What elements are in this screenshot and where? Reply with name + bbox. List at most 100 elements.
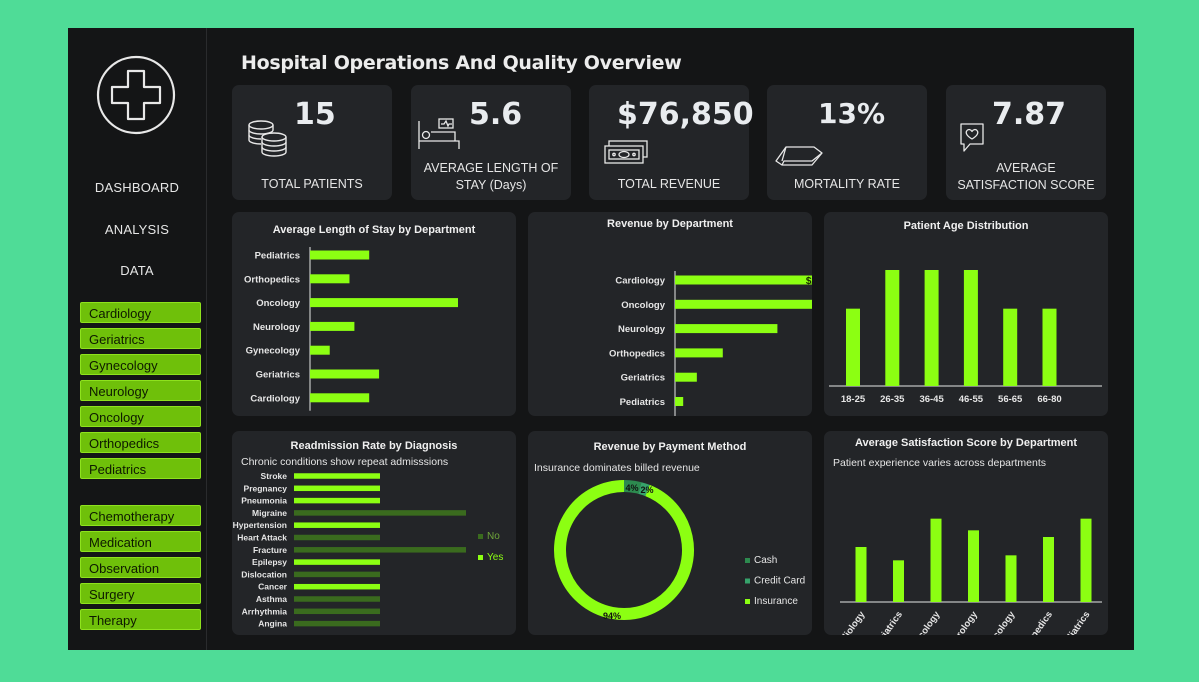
tick-label-26-35: 26-35 — [880, 394, 905, 405]
data-label-insurance: 94% — [603, 611, 621, 621]
legend-label-cash: Cash — [754, 555, 777, 566]
kpi-value: $76,850 — [617, 97, 754, 132]
tick-label-pediatrics: Pediatrics — [1057, 609, 1092, 635]
nav-dashboard[interactable]: DASHBOARD — [94, 180, 180, 195]
bar-yes-epilepsy — [294, 559, 380, 565]
chart-title: Average Length of Stay by Department — [272, 224, 476, 236]
medical-cross-icon — [96, 55, 176, 135]
tick-label-56-65: 56-65 — [998, 394, 1023, 405]
filter-pediatrics[interactable]: Pediatrics — [80, 458, 201, 479]
bar-geriatrics — [310, 369, 380, 379]
filter-medication[interactable]: Medication — [80, 531, 201, 552]
kpi-label: MORTALITY RATE — [793, 177, 901, 191]
panel-revenue-by-department: Revenue by Department Cardiology $27,100 O… — [528, 212, 812, 416]
legend-label-insurance: Insurance — [754, 596, 798, 607]
tick-label-angina: Angina — [258, 619, 287, 629]
tick-label-gynecology: Gynecology — [246, 346, 301, 357]
bar-pediatrics — [675, 397, 684, 406]
bar-no-arrhythmia — [294, 608, 380, 615]
kpi-value: 7.87 — [992, 97, 1067, 132]
bar-18-25 — [846, 308, 860, 386]
tick-label-pregnancy: Pregnancy — [244, 483, 288, 493]
bar-cardiology — [310, 393, 370, 403]
filter-gynecology[interactable]: Gynecology — [80, 354, 201, 375]
bar-66-80 — [1042, 308, 1057, 386]
bar-oncology — [310, 298, 458, 308]
coffin-icon — [775, 146, 823, 166]
tick-label-fracture: Fracture — [253, 545, 287, 555]
tick-label-dislocation: Dislocation — [241, 569, 287, 579]
tick-label-asthma: Asthma — [256, 594, 287, 604]
panel-satisfaction: Average Satisfaction Score by Department… — [824, 431, 1108, 635]
tick-label-pneumonia: Pneumonia — [241, 496, 287, 506]
chart-title: Revenue by Department — [607, 218, 733, 230]
cash-icon — [604, 140, 648, 164]
chart-title: Readmission Rate by Diagnosis — [290, 440, 458, 452]
kpi-value: 15 — [294, 97, 336, 132]
tick-label-orthopedics: Orthopedics — [1014, 609, 1055, 635]
panel-age-distribution: Patient Age Distribution 18-25 26-35 36-45… — [824, 212, 1108, 416]
kpi-total-patients: 15 TOTAL PATIENTS — [232, 85, 392, 200]
bar-36-45 — [924, 270, 939, 386]
tick-label-neurology: Neurology — [253, 322, 301, 333]
chart-title: Revenue by Payment Method — [593, 441, 747, 453]
tick-label-orthopedics: Orthopedics — [609, 348, 665, 359]
kpi-label: TOTAL PATIENTS — [261, 177, 363, 191]
filter-oncology[interactable]: Oncology — [80, 406, 201, 427]
legend-label-no: No — [487, 531, 500, 542]
legend-label-credit-card: Credit Card — [754, 576, 805, 587]
heart-message-icon — [960, 123, 984, 152]
tick-label-neurology: Neurology — [618, 324, 666, 335]
readmission-chart: Stroke Pregnancy Pneumonia Migraine Hyperten… — [233, 471, 504, 629]
los-chart: Pediatrics Orthopedics Oncology Neurology Gy… — [244, 247, 458, 411]
legend-swatch-cash — [745, 558, 750, 563]
bar-yes-pregnancy — [294, 485, 380, 492]
nav-data[interactable]: DATA — [120, 263, 154, 278]
bar-geriatrics — [893, 560, 904, 602]
kpi-label: AVERAGE SATISFACTION SCORE — [957, 161, 1095, 192]
legend-swatch-yes — [478, 555, 483, 560]
bar-no-heart-attack — [294, 534, 380, 541]
filter-neurology[interactable]: Neurology — [80, 380, 201, 401]
legend-swatch-credit-card — [745, 578, 750, 584]
bar-orthopedics — [310, 274, 350, 284]
tick-label-heart-attack: Heart Attack — [237, 533, 287, 543]
bar-no-migraine — [294, 510, 466, 516]
data-label-cardiology: $27,100 — [806, 276, 812, 287]
data-label-cash: 4% — [625, 483, 638, 493]
tick-label-cancer: Cancer — [258, 582, 288, 592]
bar-yes-stroke — [294, 473, 380, 479]
bar-neurology — [968, 530, 979, 602]
bar-orthopedics — [675, 348, 723, 358]
bar-cardiology — [675, 275, 812, 285]
kpi-label: AVERAGE LENGTH OF STAY (Days) — [423, 161, 559, 192]
nav-analysis[interactable]: ANALYSIS — [104, 222, 170, 237]
legend-swatch-no — [478, 534, 483, 539]
tick-label-orthopedics: Orthopedics — [244, 274, 300, 285]
tick-label-geriatrics: Geriatrics — [870, 609, 904, 635]
tick-label-neurology: Neurology — [944, 609, 980, 635]
filter-surgery[interactable]: Surgery — [80, 583, 201, 604]
kpi-avg-length-of-stay: 5.6 AVERAGE LENGTH OF STAY (Days) — [411, 85, 571, 200]
kpi-mortality-rate: 13% MORTALITY RATE — [767, 85, 927, 200]
bar-cardiology — [855, 547, 867, 602]
kpi-value: 13% — [818, 97, 886, 130]
filter-orthopedics[interactable]: Orthopedics — [80, 432, 201, 453]
filter-chemotherapy[interactable]: Chemotherapy — [80, 505, 201, 526]
bar-no-angina — [294, 620, 380, 627]
panel-length-of-stay: Average Length of Stay by Department Ped… — [232, 212, 516, 416]
panel-readmission: Readmission Rate by Diagnosis Chronic co… — [232, 431, 516, 635]
tick-label-epilepsy: Epilepsy — [252, 557, 287, 567]
filter-therapy[interactable]: Therapy — [80, 609, 201, 630]
filter-cardiology[interactable]: Cardiology — [80, 302, 201, 323]
data-label-credit-card: 2% — [640, 485, 653, 495]
filter-observation[interactable]: Observation — [80, 557, 201, 578]
tick-label-18-25: 18-25 — [841, 394, 866, 405]
filter-geriatrics[interactable]: Geriatrics — [80, 328, 201, 349]
legend-label-yes: Yes — [487, 552, 503, 563]
chart-title: Average Satisfaction Score by Department — [854, 437, 1078, 449]
tick-label-arrhythmia: Arrhythmia — [242, 606, 288, 616]
dashboard-app: DASHBOARD ANALYSIS DATA Cardiology Geria… — [68, 28, 1134, 650]
coins-icon — [248, 120, 287, 157]
